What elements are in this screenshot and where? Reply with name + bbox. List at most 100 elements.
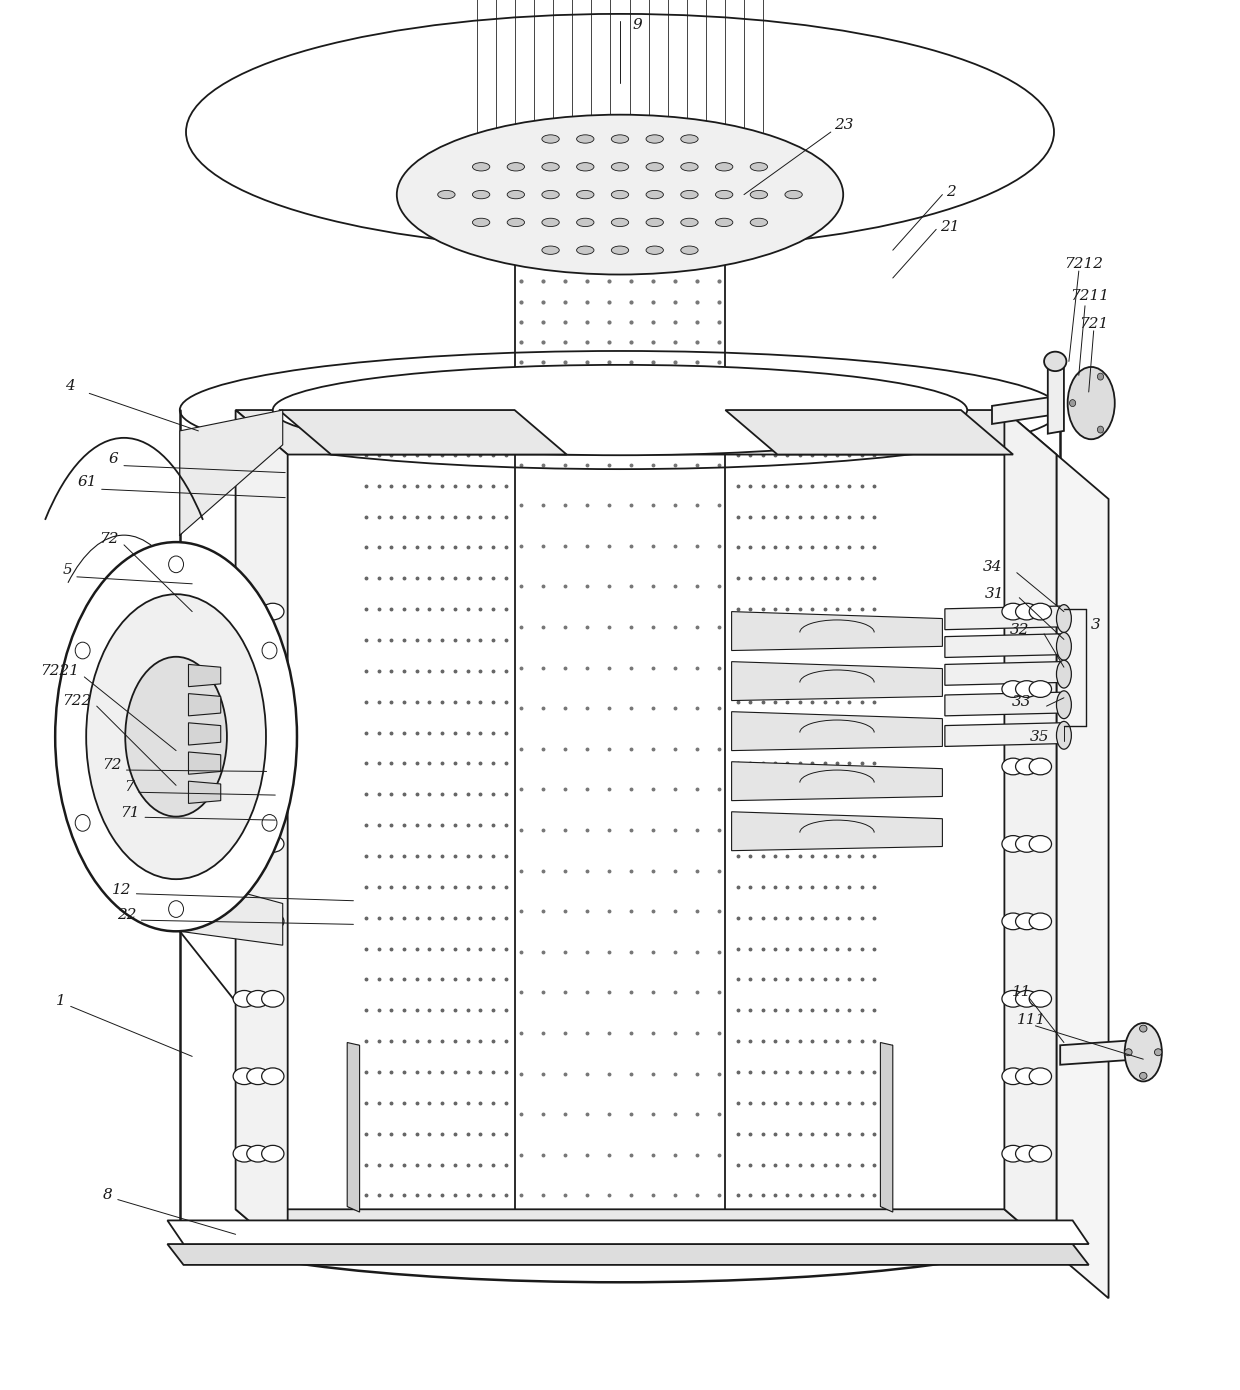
Text: 32: 32 <box>1009 623 1029 637</box>
Polygon shape <box>188 664 221 687</box>
Ellipse shape <box>1002 603 1024 620</box>
Ellipse shape <box>1029 1068 1052 1084</box>
Ellipse shape <box>611 190 629 199</box>
Polygon shape <box>1056 455 1109 1298</box>
Ellipse shape <box>1016 603 1038 620</box>
Ellipse shape <box>681 190 698 199</box>
Ellipse shape <box>750 190 768 199</box>
Ellipse shape <box>247 913 269 930</box>
Ellipse shape <box>1002 681 1024 698</box>
Polygon shape <box>180 410 283 535</box>
Text: 722: 722 <box>62 694 92 708</box>
Ellipse shape <box>1002 1068 1024 1084</box>
Polygon shape <box>732 712 942 751</box>
Polygon shape <box>732 612 942 651</box>
Ellipse shape <box>1097 373 1104 379</box>
Ellipse shape <box>247 991 269 1008</box>
Ellipse shape <box>1125 1023 1162 1081</box>
Polygon shape <box>1004 410 1056 1254</box>
Polygon shape <box>188 723 221 745</box>
Ellipse shape <box>247 681 269 698</box>
Text: 8: 8 <box>103 1188 113 1202</box>
Ellipse shape <box>715 218 733 227</box>
Text: 5: 5 <box>62 563 72 577</box>
Text: 12: 12 <box>112 883 131 897</box>
Ellipse shape <box>262 913 284 930</box>
Ellipse shape <box>1056 605 1071 632</box>
Text: 61: 61 <box>77 475 97 489</box>
Ellipse shape <box>646 190 663 199</box>
Ellipse shape <box>646 163 663 171</box>
Polygon shape <box>1048 366 1064 434</box>
Ellipse shape <box>507 163 525 171</box>
Ellipse shape <box>472 163 490 171</box>
Ellipse shape <box>750 163 768 171</box>
Ellipse shape <box>1140 1073 1147 1079</box>
Polygon shape <box>236 410 288 1254</box>
Ellipse shape <box>1029 1145 1052 1162</box>
Text: 34: 34 <box>982 560 1002 574</box>
Text: 71: 71 <box>120 806 140 820</box>
Polygon shape <box>236 410 1056 455</box>
Ellipse shape <box>247 1068 269 1084</box>
Ellipse shape <box>542 246 559 254</box>
Ellipse shape <box>542 190 559 199</box>
Text: 6: 6 <box>108 452 118 466</box>
Ellipse shape <box>233 758 255 774</box>
Text: 22: 22 <box>117 908 136 922</box>
Polygon shape <box>279 410 567 455</box>
Ellipse shape <box>542 135 559 143</box>
Text: 721: 721 <box>1079 317 1109 331</box>
Ellipse shape <box>577 190 594 199</box>
Polygon shape <box>180 876 283 945</box>
Polygon shape <box>188 781 221 803</box>
Polygon shape <box>880 1042 893 1212</box>
Ellipse shape <box>646 246 663 254</box>
Ellipse shape <box>577 163 594 171</box>
Polygon shape <box>945 723 1060 746</box>
Ellipse shape <box>397 114 843 274</box>
Text: 111: 111 <box>1017 1013 1047 1027</box>
Ellipse shape <box>785 190 802 199</box>
Polygon shape <box>732 662 942 701</box>
Ellipse shape <box>247 1145 269 1162</box>
Ellipse shape <box>247 603 269 620</box>
Ellipse shape <box>76 815 91 831</box>
Ellipse shape <box>233 603 255 620</box>
Ellipse shape <box>1002 758 1024 774</box>
Ellipse shape <box>542 218 559 227</box>
Ellipse shape <box>1154 1048 1162 1056</box>
Text: 21: 21 <box>940 220 960 234</box>
Ellipse shape <box>472 218 490 227</box>
Ellipse shape <box>1002 835 1024 852</box>
Ellipse shape <box>169 556 184 573</box>
Ellipse shape <box>1016 758 1038 774</box>
Ellipse shape <box>233 681 255 698</box>
Ellipse shape <box>262 758 284 774</box>
Ellipse shape <box>233 835 255 852</box>
Ellipse shape <box>681 135 698 143</box>
Ellipse shape <box>1125 1048 1132 1056</box>
Ellipse shape <box>233 1145 255 1162</box>
Polygon shape <box>347 1042 360 1212</box>
Text: 4: 4 <box>64 379 74 393</box>
Ellipse shape <box>233 1068 255 1084</box>
Ellipse shape <box>1002 991 1024 1008</box>
Ellipse shape <box>1002 913 1024 930</box>
Ellipse shape <box>125 657 227 816</box>
Ellipse shape <box>1016 1145 1038 1162</box>
Text: 31: 31 <box>985 587 1004 600</box>
Ellipse shape <box>1016 1068 1038 1084</box>
Text: 35: 35 <box>1029 730 1049 744</box>
Ellipse shape <box>1029 603 1052 620</box>
Ellipse shape <box>611 163 629 171</box>
Ellipse shape <box>1068 367 1115 439</box>
Ellipse shape <box>1044 352 1066 371</box>
Ellipse shape <box>1016 835 1038 852</box>
Text: 7221: 7221 <box>41 664 79 678</box>
Ellipse shape <box>646 135 663 143</box>
Polygon shape <box>945 606 1060 630</box>
Text: 7: 7 <box>124 780 134 794</box>
Ellipse shape <box>55 542 298 931</box>
Text: 7211: 7211 <box>1070 289 1109 303</box>
